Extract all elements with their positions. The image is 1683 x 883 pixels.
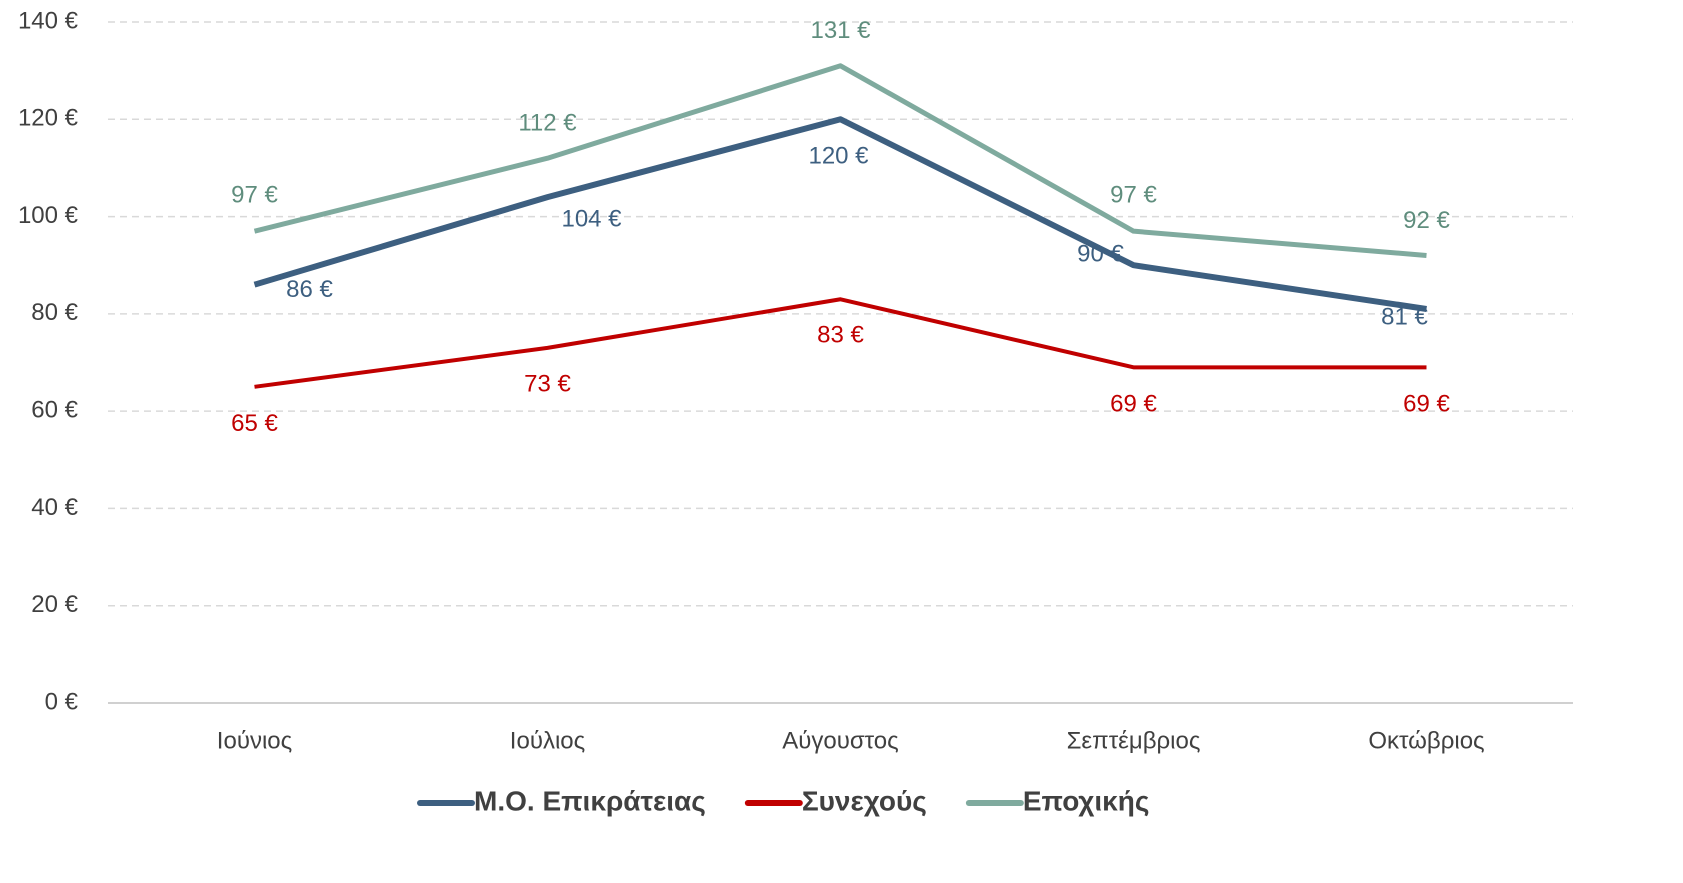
data-label: 90 € <box>1077 241 1124 268</box>
data-label: 92 € <box>1403 207 1450 234</box>
data-label: 69 € <box>1110 391 1157 418</box>
y-tick-label: 0 € <box>45 688 79 715</box>
series-line <box>253 116 1427 312</box>
data-label: 69 € <box>1403 391 1450 418</box>
data-label: 97 € <box>1110 182 1157 209</box>
legend-label: Εποχικής <box>1023 785 1150 816</box>
y-tick-label: 40 € <box>31 494 78 521</box>
data-label: 81 € <box>1381 303 1428 330</box>
x-tick-label: Ιούνιος <box>217 727 292 754</box>
y-tick-label: 80 € <box>31 299 78 326</box>
x-tick-label: Ιούλιος <box>510 727 585 754</box>
series-line <box>253 63 1427 258</box>
legend: Μ.Ο. Επικράτειας Συνεχούς Εποχικής <box>417 785 1150 816</box>
data-label: 120 € <box>808 143 869 170</box>
y-tick-label: 140 € <box>18 7 79 34</box>
data-label: 97 € <box>231 182 278 209</box>
y-tick-label: 60 € <box>31 396 78 423</box>
data-label: 131 € <box>810 17 871 44</box>
data-label: 86 € <box>286 276 333 303</box>
legend-label: Μ.Ο. Επικράτειας <box>474 785 706 816</box>
data-label: 73 € <box>524 370 571 397</box>
plot-area: 0 € 20 € 40 € 60 € 80 € 100 € 120 € 140 € Ιούνιο… <box>18 7 1573 754</box>
y-tick-label: 120 € <box>18 105 79 132</box>
series-line <box>254 297 1427 389</box>
x-tick-label: Σεπτέμβριος <box>1067 727 1201 754</box>
data-label: 83 € <box>817 322 864 349</box>
data-label: 65 € <box>231 410 278 437</box>
x-tick-label: Οκτώβριος <box>1368 727 1484 754</box>
data-label: 104 € <box>561 205 622 232</box>
data-label: 112 € <box>518 110 577 137</box>
x-tick-label: Αύγουστος <box>782 727 898 754</box>
y-tick-label: 100 € <box>18 202 79 229</box>
y-tick-label: 20 € <box>31 591 78 618</box>
legend-label: Συνεχούς <box>802 785 927 816</box>
